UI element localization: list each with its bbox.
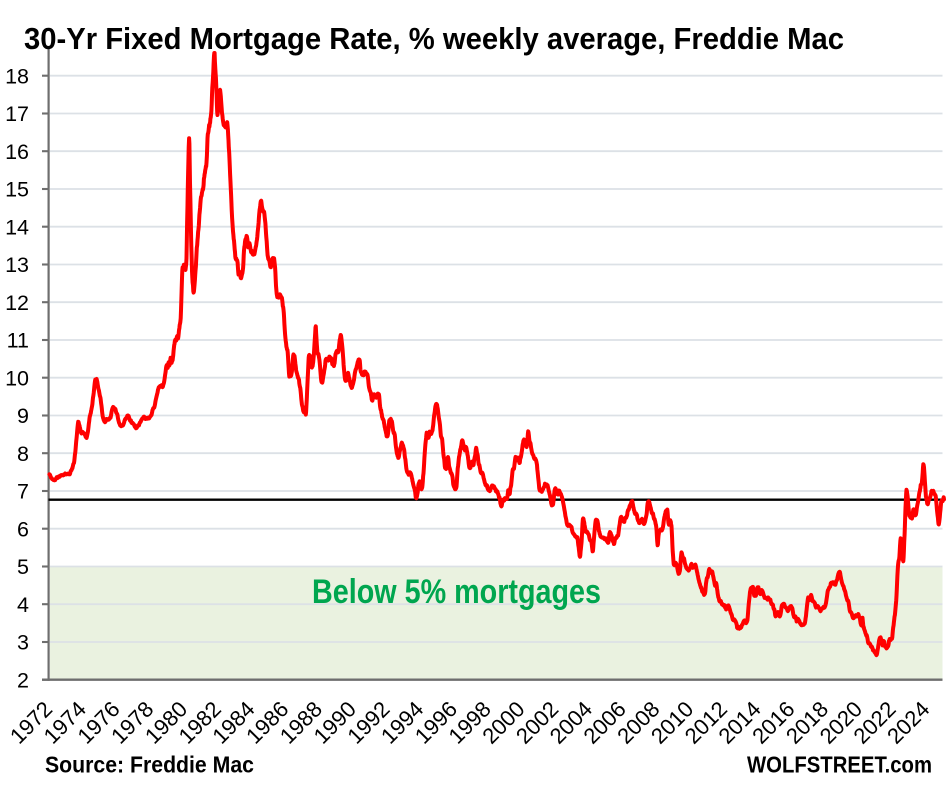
svg-text:12: 12 — [5, 291, 29, 315]
svg-text:Source: Freddie Mac: Source: Freddie Mac — [45, 752, 254, 778]
svg-text:8: 8 — [17, 442, 29, 466]
svg-text:16: 16 — [5, 140, 29, 164]
svg-text:3: 3 — [17, 631, 29, 655]
svg-text:17: 17 — [5, 102, 29, 126]
svg-text:11: 11 — [7, 329, 29, 353]
svg-text:5: 5 — [17, 555, 29, 579]
svg-text:15: 15 — [5, 178, 29, 202]
svg-text:4: 4 — [17, 593, 29, 617]
svg-text:7: 7 — [17, 480, 29, 504]
svg-text:9: 9 — [17, 404, 29, 428]
svg-text:14: 14 — [5, 215, 29, 239]
svg-text:Below 5% mortgages: Below 5% mortgages — [312, 573, 601, 611]
svg-text:13: 13 — [5, 253, 29, 277]
svg-text:WOLFSTREET.com: WOLFSTREET.com — [747, 752, 932, 778]
svg-text:18: 18 — [5, 64, 29, 88]
svg-text:6: 6 — [17, 517, 29, 541]
svg-text:10: 10 — [5, 366, 29, 390]
svg-text:30-Yr Fixed Mortgage Rate, % w: 30-Yr Fixed Mortgage Rate, % weekly aver… — [24, 22, 844, 56]
svg-text:2: 2 — [17, 668, 29, 692]
